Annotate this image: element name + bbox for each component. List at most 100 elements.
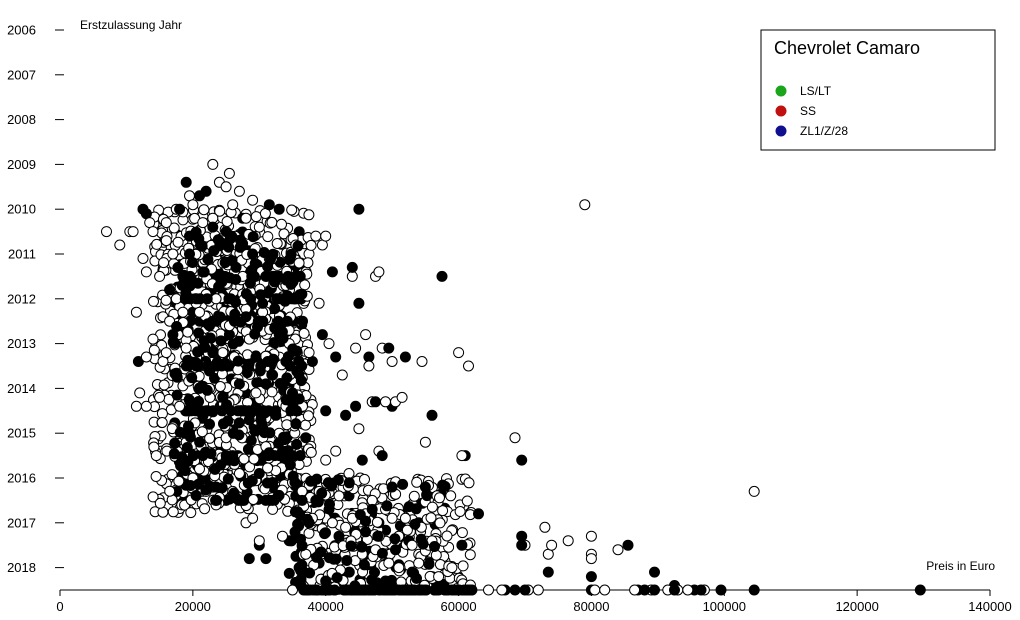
data-point-filled — [353, 203, 365, 215]
data-point-filled — [243, 553, 255, 565]
data-point-filled — [433, 584, 445, 596]
data-point-open — [539, 521, 551, 533]
data-point-open — [383, 557, 395, 569]
data-point-filled — [284, 459, 296, 471]
data-point-open — [130, 306, 142, 318]
data-point-open — [585, 553, 597, 565]
data-point-filled — [248, 270, 260, 282]
data-point-filled — [195, 239, 206, 251]
data-point-open — [158, 379, 170, 391]
data-point-open — [198, 204, 210, 216]
data-point-open — [140, 400, 152, 412]
data-point-filled — [320, 575, 332, 587]
data-point-filled — [320, 405, 332, 417]
data-point-filled — [343, 477, 355, 489]
data-point-open — [173, 475, 185, 487]
data-point-filled — [273, 437, 285, 449]
data-point-filled — [585, 571, 597, 583]
data-point-open — [496, 584, 508, 596]
data-point-open — [293, 257, 305, 269]
data-point-filled — [198, 335, 210, 347]
data-point-open — [454, 506, 466, 517]
data-point-open — [240, 212, 252, 224]
data-point-open — [276, 218, 287, 230]
data-point-filled — [168, 336, 179, 348]
data-point-open — [446, 562, 458, 574]
data-point-open — [323, 338, 335, 350]
data-point-filled — [202, 253, 214, 265]
data-point-filled — [210, 494, 222, 506]
data-point-filled — [366, 503, 378, 515]
legend-entries: LS/LT SS ZL1/Z/28 — [775, 84, 848, 138]
data-point-open — [253, 535, 265, 547]
data-point-filled — [180, 270, 191, 282]
data-point-open — [371, 516, 383, 528]
data-point-filled — [252, 315, 264, 327]
data-point-filled — [202, 405, 214, 417]
data-point-filled — [194, 436, 206, 448]
data-point-filled — [436, 270, 448, 282]
data-point-open — [247, 494, 259, 505]
data-point-open — [160, 217, 172, 229]
data-point-filled — [409, 584, 420, 596]
data-point-filled — [187, 450, 199, 462]
data-point-filled — [324, 498, 335, 510]
data-point-filled — [255, 360, 267, 372]
data-point-filled — [200, 185, 212, 197]
data-point-filled — [293, 562, 305, 574]
data-point-filled — [207, 221, 219, 233]
data-point-open — [160, 347, 172, 359]
data-point-open — [437, 505, 449, 517]
data-point-filled — [456, 539, 468, 551]
data-point-filled — [260, 378, 272, 390]
legend: Chevrolet Camaro LS/LT SS ZL1/Z/28 — [760, 29, 996, 151]
data-point-filled — [193, 396, 205, 407]
data-point-open — [101, 226, 112, 238]
data-point-filled — [353, 297, 365, 309]
data-point-filled — [233, 417, 245, 429]
data-point-filled — [376, 547, 388, 559]
data-point-filled — [227, 338, 239, 350]
data-point-filled — [273, 329, 285, 341]
data-point-open — [204, 432, 216, 444]
data-point-filled — [287, 387, 298, 399]
data-point-filled — [274, 293, 286, 305]
data-point-open — [134, 387, 146, 399]
data-point-filled — [319, 528, 330, 540]
data-point-open — [413, 557, 425, 569]
data-point-open — [453, 347, 465, 359]
legend-marker — [775, 85, 787, 97]
data-point-open — [147, 333, 159, 345]
data-point-open — [199, 503, 211, 515]
data-point-filled — [267, 270, 279, 282]
data-point-filled — [292, 240, 304, 252]
x-tick-label: 120000 — [835, 599, 878, 614]
data-point-open — [150, 471, 162, 482]
data-point-filled — [365, 584, 377, 596]
data-point-filled — [354, 509, 366, 521]
data-point-filled — [168, 448, 180, 460]
data-point-open — [434, 492, 445, 504]
data-point-open — [164, 485, 176, 497]
data-point-filled — [332, 474, 344, 486]
data-point-filled — [291, 293, 303, 305]
data-point-open — [262, 231, 274, 243]
data-point-open — [363, 360, 375, 372]
data-point-open — [326, 517, 338, 529]
data-point-open — [267, 503, 279, 515]
y-tick-label: 2012 — [7, 291, 36, 306]
data-point-open — [154, 391, 166, 403]
data-point-filled — [346, 261, 358, 273]
data-point-open — [408, 490, 420, 502]
data-point-filled — [390, 544, 401, 556]
data-point-filled — [410, 503, 422, 515]
data-point-open — [281, 419, 293, 431]
data-point-open — [266, 216, 278, 228]
data-point-open — [137, 253, 149, 264]
data-point-filled — [181, 442, 193, 453]
y-tick-label: 2008 — [7, 112, 36, 127]
data-point-filled — [360, 526, 372, 538]
data-point-open — [166, 469, 178, 481]
data-point-filled — [331, 572, 343, 584]
x-tick-label: 40000 — [308, 599, 344, 614]
